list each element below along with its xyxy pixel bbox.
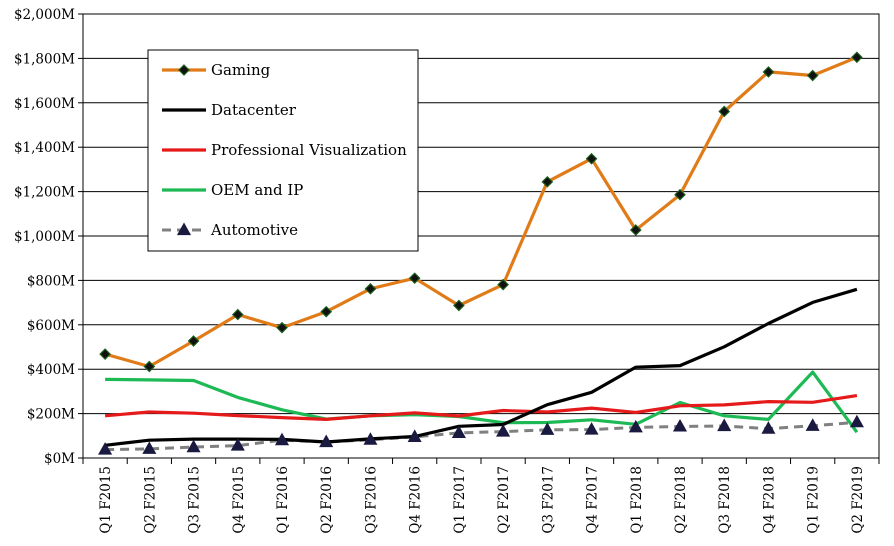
x-tick-label: Q2 F2017 <box>496 466 512 534</box>
data-point-automotive <box>230 438 245 451</box>
x-tick-label: Q3 F2015 <box>187 466 203 534</box>
data-point-automotive <box>319 434 334 448</box>
x-tick-label: Q2 F2015 <box>142 466 158 534</box>
x-tick-label: Q3 F2017 <box>540 466 556 534</box>
data-point-automotive <box>584 422 599 435</box>
x-tick-label: Q1 F2017 <box>452 466 468 534</box>
legend-label-datacenter: Datacenter <box>211 101 297 119</box>
data-point-gaming <box>364 282 377 295</box>
data-point-gaming <box>585 152 598 165</box>
x-tick-label: Q1 F2015 <box>98 466 114 534</box>
data-point-gaming <box>541 175 554 188</box>
y-tick-label: $1,800M <box>14 51 75 67</box>
data-point-automotive <box>451 425 466 438</box>
y-tick-label: $0M <box>44 451 75 467</box>
y-tick-label: $600M <box>27 318 75 334</box>
data-point-gaming <box>806 69 819 82</box>
data-point-automotive <box>628 419 643 433</box>
y-tick-label: $1,200M <box>14 185 75 201</box>
data-point-automotive <box>805 418 820 431</box>
x-tick-label: Q2 F2016 <box>319 466 335 534</box>
y-tick-label: $200M <box>27 407 75 423</box>
data-point-gaming <box>497 278 509 291</box>
data-point-gaming <box>276 321 288 334</box>
x-tick-label: Q1 F2018 <box>629 466 645 534</box>
data-point-automotive <box>761 421 776 434</box>
data-point-gaming <box>762 66 775 78</box>
y-tick-label: $800M <box>27 273 75 289</box>
data-point-gaming <box>718 105 731 118</box>
data-point-automotive <box>363 432 378 445</box>
x-tick-label: Q1 F2019 <box>806 466 822 534</box>
series-line-gaming <box>104 55 858 369</box>
data-point-gaming <box>99 348 111 360</box>
legend-marker-gaming <box>178 64 190 76</box>
data-point-automotive <box>274 432 290 446</box>
data-point-automotive <box>496 424 511 437</box>
data-point-gaming <box>674 188 686 201</box>
x-tick-label: Q4 F2016 <box>408 466 424 534</box>
x-tick-label: Q3 F2018 <box>717 466 733 534</box>
series-line-oem-and-ip <box>105 370 859 434</box>
series-lines <box>104 55 859 452</box>
data-point-automotive <box>849 414 864 428</box>
y-tick-label: $400M <box>27 362 75 378</box>
series-markers <box>98 51 864 455</box>
series-line-automotive <box>105 420 858 452</box>
x-tick-label: Q4 F2017 <box>585 466 601 534</box>
x-tick-label: Q2 F2019 <box>850 466 866 534</box>
data-point-gaming <box>851 51 863 64</box>
legend-label-automotive: Automotive <box>210 221 298 239</box>
data-point-automotive <box>717 418 732 432</box>
data-point-gaming <box>231 308 244 321</box>
axes: $0M $200M $400M $600M $800M $1,000M $1,200M $1,… <box>14 7 880 534</box>
data-point-automotive <box>672 418 688 432</box>
x-tick-label: Q3 F2016 <box>363 466 379 534</box>
data-point-gaming <box>320 305 333 318</box>
legend-label-oem-and-ip: OEM and IP <box>211 181 303 199</box>
legend: Gaming Datacenter Professional Visualizati… <box>147 49 419 252</box>
data-point-gaming <box>629 224 642 236</box>
series-line-professional-visualization <box>104 394 858 421</box>
series-line-datacenter <box>104 287 858 447</box>
legend-label-professional-visualization: Professional Visualization <box>211 141 407 159</box>
legend-label-gaming: Gaming <box>211 61 271 79</box>
legend-marker-automotive <box>176 222 192 236</box>
x-tick-label: Q4 F2018 <box>761 466 777 534</box>
data-point-automotive <box>407 429 422 442</box>
data-point-automotive <box>540 422 555 435</box>
x-tick-label: Q1 F2016 <box>275 466 291 534</box>
data-point-gaming <box>453 299 465 312</box>
y-tick-label: $1,400M <box>14 140 75 156</box>
y-tick-label: $2,000M <box>14 7 75 23</box>
data-point-gaming <box>408 272 421 285</box>
data-point-gaming <box>143 360 156 373</box>
x-tick-label: Q2 F2018 <box>673 466 689 534</box>
data-point-gaming <box>187 335 200 347</box>
data-point-automotive <box>142 441 157 454</box>
y-tick-label: $1,600M <box>14 96 75 112</box>
data-point-automotive <box>186 439 201 453</box>
x-tick-label: Q4 F2015 <box>231 466 247 534</box>
data-point-automotive <box>98 442 113 455</box>
y-tick-label: $1,000M <box>14 229 75 245</box>
